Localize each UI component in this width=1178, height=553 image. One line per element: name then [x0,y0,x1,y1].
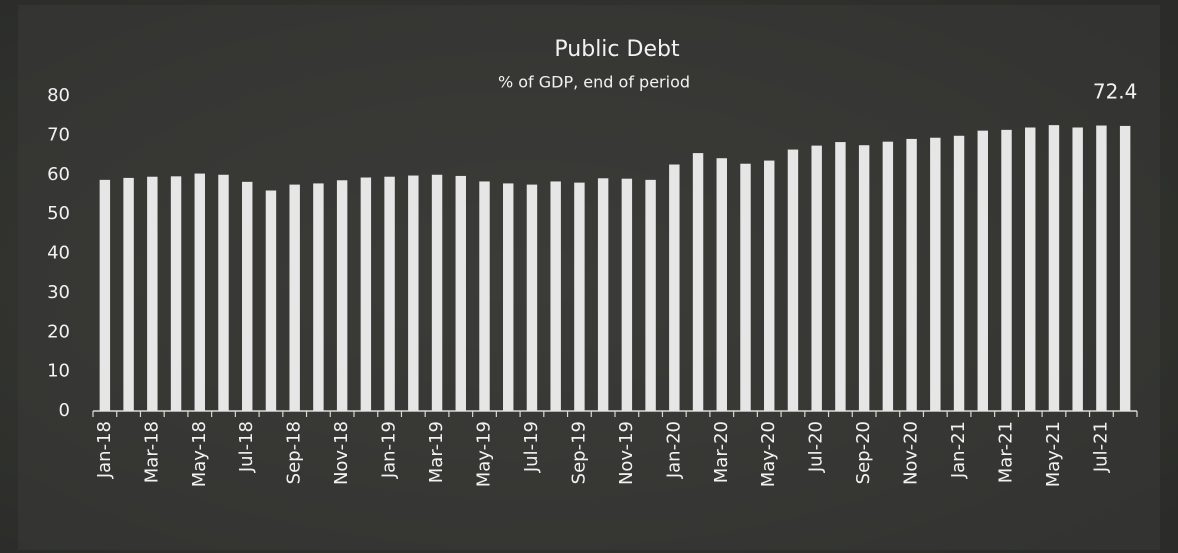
x-tick-label: Nov-18 [331,421,352,485]
bar [1119,125,1131,412]
bar [1001,129,1012,412]
bar [503,183,514,411]
bar [716,158,727,411]
bar [740,163,751,411]
y-tick-label: 10 [47,361,70,382]
bar [242,181,253,411]
chart-panel [18,5,1160,550]
bar [218,174,229,411]
bar [1096,125,1107,411]
x-tick-label: Nov-20 [901,421,922,485]
bar [455,175,466,411]
bar [858,145,870,411]
y-tick-label: 30 [47,282,70,303]
bar [99,179,111,411]
bar [953,135,965,412]
y-tick-label: 20 [47,321,70,342]
x-tick-label: May-19 [474,421,495,487]
bar [194,173,205,411]
x-tick-label: Jan-21 [948,421,969,479]
bar [526,184,538,411]
bar [479,181,490,411]
x-tick-label: Sep-19 [568,421,589,484]
bar [431,174,443,411]
x-tick-label: Sep-18 [284,421,305,484]
x-tick-label: Mar-19 [426,421,447,483]
x-tick-label: Jan-19 [379,421,400,479]
x-tick-label: Mar-21 [996,421,1017,483]
x-tick-label: Mar-18 [141,421,162,483]
bar [123,177,134,411]
y-tick-label: 70 [47,124,70,145]
bar [669,164,680,411]
bar [265,190,277,411]
y-tick-label: 50 [47,203,70,224]
y-tick-label: 60 [47,164,70,185]
x-tick-label: Mar-20 [711,421,732,483]
bar [170,176,182,411]
bar [930,137,941,412]
bar [1048,125,1060,411]
y-tick-label: 40 [47,243,70,264]
x-tick-label: Jul-19 [521,421,542,473]
bar [906,138,917,411]
bar [597,178,609,411]
x-tick-label: Jan-18 [94,421,115,479]
bar [692,153,704,411]
y-tick-label: 0 [59,400,70,421]
bar [147,176,158,411]
x-tick-label: Sep-20 [853,421,874,484]
bar [764,160,775,411]
data-label: 72.4 [1093,79,1138,103]
bar [835,142,846,411]
bar [408,175,419,411]
bar [621,178,633,411]
x-tick-label: Jul-18 [236,421,257,473]
bar [645,179,656,411]
bar [811,145,822,412]
chart-subtitle: % of GDP, end of period [498,73,690,92]
bar [336,180,348,411]
x-tick-label: Jul-20 [806,421,827,473]
x-tick-label: Nov-19 [616,421,637,485]
bar [1072,127,1083,411]
bar [882,141,894,412]
x-tick-label: Jul-21 [1090,421,1111,473]
bar [977,130,988,411]
chart-title: Public Debt [554,37,680,62]
bar [1025,127,1036,411]
x-tick-label: May-18 [189,421,210,487]
bar [574,182,585,411]
x-tick-label: May-20 [758,421,779,487]
bar [289,184,300,411]
bar [360,177,372,411]
x-tick-label: Jan-20 [663,421,684,479]
bar [313,183,324,411]
y-tick-label: 80 [47,85,70,106]
bar [550,181,561,411]
bar [787,149,799,412]
x-tick-label: May-21 [1043,421,1064,487]
bar [384,176,395,411]
